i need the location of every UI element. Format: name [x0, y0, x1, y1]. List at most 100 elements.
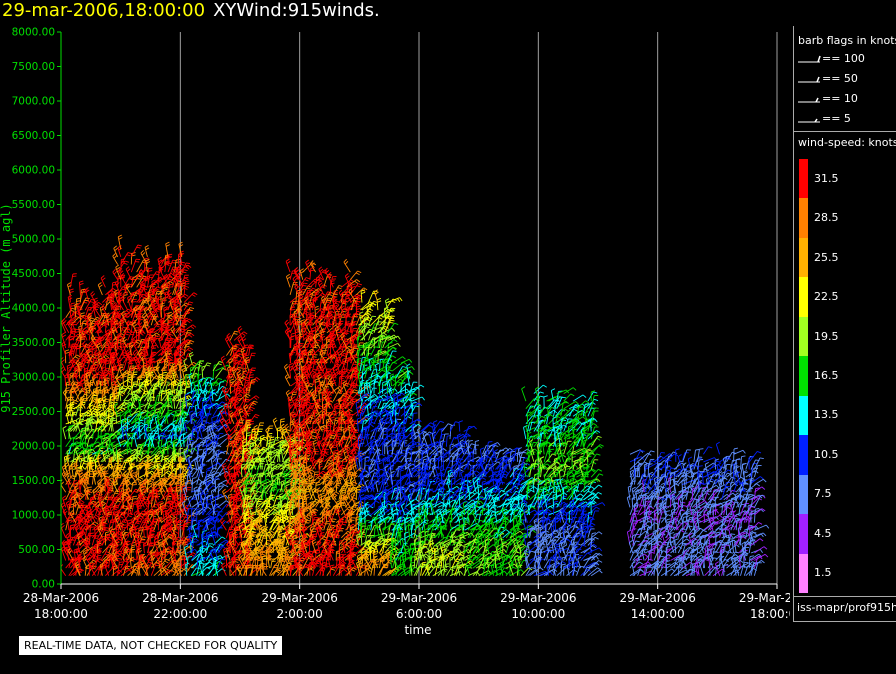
- wind-barb: [65, 535, 71, 546]
- wind-barb-flag: [93, 350, 98, 353]
- wind-barb-flag: [85, 332, 90, 335]
- wind-barb: [100, 427, 102, 440]
- wind-barb: [142, 527, 145, 538]
- wind-barb-flag: [108, 536, 113, 540]
- wind-barb: [101, 315, 106, 326]
- wind-barb: [100, 277, 106, 288]
- wind-barb-flag: [102, 312, 107, 315]
- wind-barb-flag: [94, 503, 98, 507]
- wind-barb-flag: [67, 519, 72, 522]
- wind-barb-flag: [65, 469, 69, 474]
- wind-barb-flag: [89, 418, 94, 422]
- wind-barb: [91, 371, 100, 379]
- wind-barb-flag: [69, 401, 74, 405]
- wind-barb: [79, 433, 83, 447]
- wind-barb-flag: [157, 538, 162, 542]
- wind-barb: [102, 489, 109, 501]
- wind-barb: [102, 398, 106, 409]
- wind-barb-flag: [189, 301, 194, 304]
- wind-barb-flag: [89, 508, 94, 512]
- wind-barb-flag: [142, 312, 146, 317]
- wind-barb-flag: [78, 518, 83, 522]
- wind-barb-flag: [84, 315, 89, 318]
- wind-barb: [146, 316, 153, 326]
- wind-barb-flag: [191, 363, 196, 367]
- wind-barb-flag: [169, 359, 174, 362]
- wind-barb: [97, 405, 99, 417]
- wind-barb-flag: [159, 447, 164, 450]
- wind-barb-flag: [96, 350, 101, 355]
- wind-barb: [79, 353, 86, 364]
- wind-barb-flag: [122, 327, 127, 329]
- wind-barb: [97, 426, 100, 440]
- wind-barb-flag: [169, 394, 174, 398]
- wind-barb: [62, 511, 70, 523]
- wind-barb: [108, 544, 113, 554]
- wind-barb-flag: [89, 503, 93, 506]
- wind-barb-flag: [105, 439, 110, 442]
- wind-barb-flag: [98, 284, 103, 288]
- wind-barb-flag: [97, 397, 102, 401]
- wind-barb-flag: [127, 295, 132, 299]
- wind-barb-flag: [110, 289, 115, 293]
- wind-barb-flag: [183, 432, 188, 435]
- wind-barb-flag: [78, 363, 83, 366]
- wind-barb-flag: [104, 498, 109, 501]
- wind-barb: [79, 321, 84, 333]
- wind-barb-flag: [67, 373, 72, 377]
- wind-barb-flag: [188, 556, 193, 558]
- wind-barb-flag: [95, 306, 100, 308]
- wind-barb: [86, 420, 90, 432]
- wind-barb-flag: [68, 321, 72, 326]
- wind-barb-flag: [86, 348, 90, 352]
- wind-barb-flag: [74, 495, 79, 499]
- wind-barb-flag: [79, 471, 83, 476]
- wind-barb-flag: [110, 555, 115, 558]
- wind-barb: [62, 428, 67, 440]
- wind-barb: [91, 430, 95, 440]
- wind-barb-flag: [100, 275, 105, 279]
- wind-barb: [79, 458, 83, 470]
- wind-barb-flag: [81, 381, 86, 385]
- wind-barb-flag: [139, 419, 144, 422]
- wind-barb: [75, 362, 81, 372]
- wind-barb-flag: [136, 246, 141, 249]
- wind-barb-flag: [70, 302, 76, 305]
- wind-barb-flag: [66, 319, 71, 324]
- wind-barb-flag: [81, 504, 85, 509]
- wind-barb-flag: [124, 566, 129, 569]
- wind-barb-flag: [98, 527, 103, 531]
- wind-barb-flag: [70, 304, 75, 307]
- wind-barb-flag: [81, 356, 86, 360]
- wind-barb: [87, 315, 93, 326]
- wind-barb-flag: [81, 526, 86, 531]
- wind-barb-flag: [158, 295, 163, 298]
- wind-barb: [75, 505, 80, 516]
- wind-barb-flag: [71, 485, 76, 487]
- wind-barb: [105, 386, 113, 394]
- wind-barb: [75, 448, 89, 455]
- wind-barb-flag: [110, 458, 114, 462]
- wind-barb: [111, 518, 115, 531]
- wind-barb: [186, 533, 197, 539]
- wind-barb: [83, 551, 86, 561]
- wind-barb-flag: [65, 464, 69, 468]
- wind-barb-flag: [165, 241, 170, 245]
- wind-barb: [95, 381, 99, 394]
- wind-barb-flag: [109, 408, 114, 412]
- wind-barb-flag: [112, 268, 116, 273]
- wind-barb: [87, 513, 93, 523]
- wind-barb-flag: [80, 533, 85, 538]
- wind-barb-flag: [80, 379, 85, 383]
- wind-barb-flag: [114, 388, 119, 391]
- wind-barb-flag: [97, 560, 102, 564]
- wind-barb: [102, 553, 111, 561]
- wind-barb: [82, 329, 88, 341]
- wind-barb-flag: [145, 247, 150, 251]
- wind-barb: [100, 536, 110, 546]
- wind-barb-flag: [64, 548, 69, 553]
- wind-barb-flag: [102, 435, 107, 437]
- wind-barb: [70, 456, 79, 463]
- wind-barb-flag: [99, 562, 105, 566]
- wind-barb-flag: [111, 496, 115, 500]
